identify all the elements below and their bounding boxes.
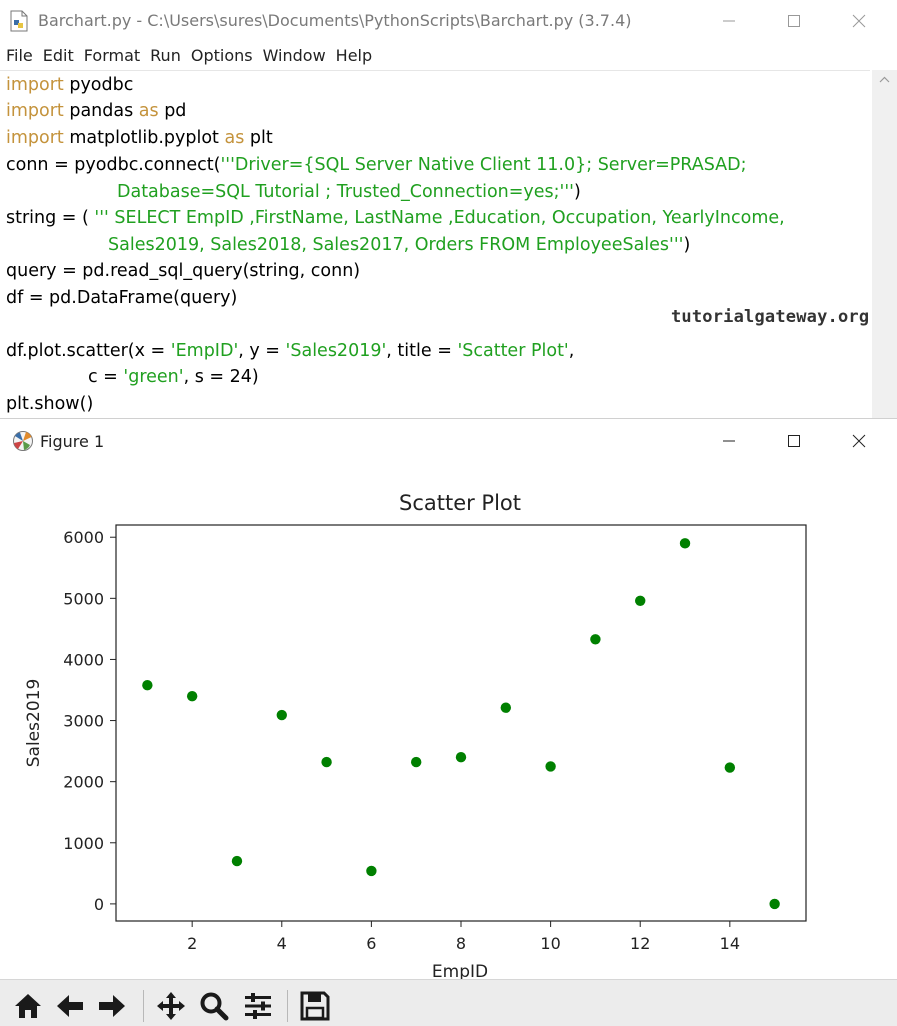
x-tick-label: 4 bbox=[277, 934, 287, 953]
back-button[interactable] bbox=[52, 988, 88, 1024]
figure-toolbar bbox=[0, 979, 897, 1026]
code-line: import matplotlib.pyplot as plt bbox=[6, 128, 273, 148]
code-line: Database=SQL Tutorial ; Trusted_Connecti… bbox=[117, 182, 581, 202]
y-tick-label: 6000 bbox=[63, 528, 104, 547]
close-icon bbox=[852, 14, 866, 28]
editor-titlebar[interactable]: Barchart.py - C:\Users\sures\Documents\P… bbox=[0, 0, 897, 42]
x-tick-label: 12 bbox=[630, 934, 650, 953]
figure-close-button[interactable] bbox=[836, 426, 882, 456]
editor-scrollbar[interactable] bbox=[872, 70, 897, 418]
maximize-icon bbox=[788, 435, 800, 447]
scatter-point bbox=[679, 538, 691, 549]
menu-options[interactable]: Options bbox=[190, 46, 253, 65]
minimize-icon bbox=[723, 20, 735, 22]
editor-window-title: Barchart.py - C:\Users\sures\Documents\P… bbox=[38, 11, 632, 30]
scatter-point bbox=[769, 898, 780, 910]
code-line: c = 'green', s = 24) bbox=[88, 367, 259, 387]
scatter-point bbox=[500, 702, 512, 713]
code-line: import pyodbc bbox=[6, 75, 134, 95]
code-line: plt.show() bbox=[6, 394, 94, 414]
scroll-up-arrow-icon[interactable] bbox=[879, 76, 890, 83]
figure-minimize-button[interactable] bbox=[706, 426, 752, 456]
code-line: conn = pyodbc.connect('''Driver={SQL Ser… bbox=[6, 155, 747, 175]
y-axis-label: Sales2019 bbox=[24, 679, 44, 768]
menu-edit[interactable]: Edit bbox=[42, 46, 74, 65]
zoom-icon bbox=[200, 992, 229, 1021]
y-tick-label: 0 bbox=[94, 895, 104, 914]
menu-format[interactable]: Format bbox=[83, 46, 141, 65]
watermark-text: tutorialgateway.org bbox=[671, 307, 870, 327]
minimize-icon bbox=[723, 440, 735, 442]
toolbar-separator bbox=[143, 990, 144, 1022]
code-editor-area[interactable]: import pyodbc import pandas as pd import… bbox=[0, 70, 870, 419]
scatter-point bbox=[455, 752, 467, 763]
x-tick-label: 8 bbox=[456, 934, 466, 953]
scatter-point bbox=[366, 865, 377, 877]
scatter-point bbox=[142, 680, 153, 691]
x-tick-label: 14 bbox=[720, 934, 740, 953]
idle-editor-window: Barchart.py - C:\Users\sures\Documents\P… bbox=[0, 0, 897, 418]
axes-frame bbox=[115, 524, 807, 922]
matplotlib-icon bbox=[13, 431, 33, 451]
configure-subplots-icon bbox=[245, 993, 271, 1019]
forward-button[interactable] bbox=[94, 988, 130, 1024]
x-tick-label: 10 bbox=[540, 934, 560, 953]
y-tick-label: 3000 bbox=[63, 712, 104, 731]
x-tick-label: 2 bbox=[187, 934, 197, 953]
home-button[interactable] bbox=[10, 988, 46, 1024]
code-line: import pandas as pd bbox=[6, 101, 187, 121]
figure-maximize-button[interactable] bbox=[771, 426, 817, 456]
figure-window-title: Figure 1 bbox=[40, 432, 105, 451]
scatter-point bbox=[724, 762, 736, 773]
code-line: Sales2019, Sales2018, Sales2017, Orders … bbox=[108, 235, 691, 255]
figure-titlebar[interactable]: Figure 1 bbox=[0, 419, 897, 463]
back-arrow-icon bbox=[57, 995, 83, 1017]
scatter-point bbox=[321, 756, 332, 768]
minimize-button[interactable] bbox=[706, 6, 752, 36]
maximize-button[interactable] bbox=[771, 6, 817, 36]
y-tick-label: 5000 bbox=[63, 589, 104, 608]
zoom-button[interactable] bbox=[196, 988, 232, 1024]
scatter-point bbox=[410, 756, 422, 768]
editor-menubar: File Edit Format Run Options Window Help bbox=[0, 44, 376, 68]
x-axis-label: EmpID bbox=[432, 962, 488, 979]
y-tick-label: 4000 bbox=[63, 650, 104, 669]
home-icon bbox=[15, 994, 41, 1018]
menu-help[interactable]: Help bbox=[335, 46, 373, 65]
menu-window[interactable]: Window bbox=[262, 46, 326, 65]
code-line: df = pd.DataFrame(query) bbox=[6, 288, 238, 308]
y-tick-label: 1000 bbox=[63, 834, 104, 853]
close-icon bbox=[852, 434, 866, 448]
code-line: string = ( ''' SELECT EmpID ,FirstName, … bbox=[6, 208, 785, 228]
x-tick-label: 6 bbox=[366, 934, 376, 953]
menu-run[interactable]: Run bbox=[150, 46, 181, 65]
scatter-point bbox=[590, 634, 601, 645]
scatter-point bbox=[545, 761, 556, 772]
scatter-point bbox=[635, 595, 646, 606]
python-file-icon bbox=[10, 10, 28, 32]
pan-button[interactable] bbox=[153, 988, 189, 1024]
matplotlib-figure-window: Figure 1 Scatter Plot 2 4 6 8 10 12 14 0 1000 200… bbox=[0, 418, 897, 1026]
scatter-plot: Scatter Plot 2 4 6 8 10 12 14 0 1000 2000 3000 4000… bbox=[24, 491, 807, 979]
code-line: query = pd.read_sql_query(string, conn) bbox=[6, 261, 361, 281]
scatter-point bbox=[231, 855, 243, 867]
y-tick-label: 2000 bbox=[63, 773, 104, 792]
maximize-icon bbox=[788, 15, 800, 27]
menu-file[interactable]: File bbox=[6, 46, 33, 65]
close-button[interactable] bbox=[836, 6, 882, 36]
forward-arrow-icon bbox=[99, 995, 125, 1017]
save-icon bbox=[300, 991, 330, 1021]
save-button[interactable] bbox=[297, 988, 333, 1024]
pan-icon bbox=[157, 992, 185, 1020]
configure-subplots-button[interactable] bbox=[240, 988, 276, 1024]
code-line: df.plot.scatter(x = 'EmpID', y = 'Sales2… bbox=[6, 341, 575, 361]
chart-title: Scatter Plot bbox=[399, 491, 521, 515]
scatter-point bbox=[186, 690, 198, 702]
toolbar-separator bbox=[287, 990, 288, 1022]
scatter-point bbox=[276, 709, 287, 721]
